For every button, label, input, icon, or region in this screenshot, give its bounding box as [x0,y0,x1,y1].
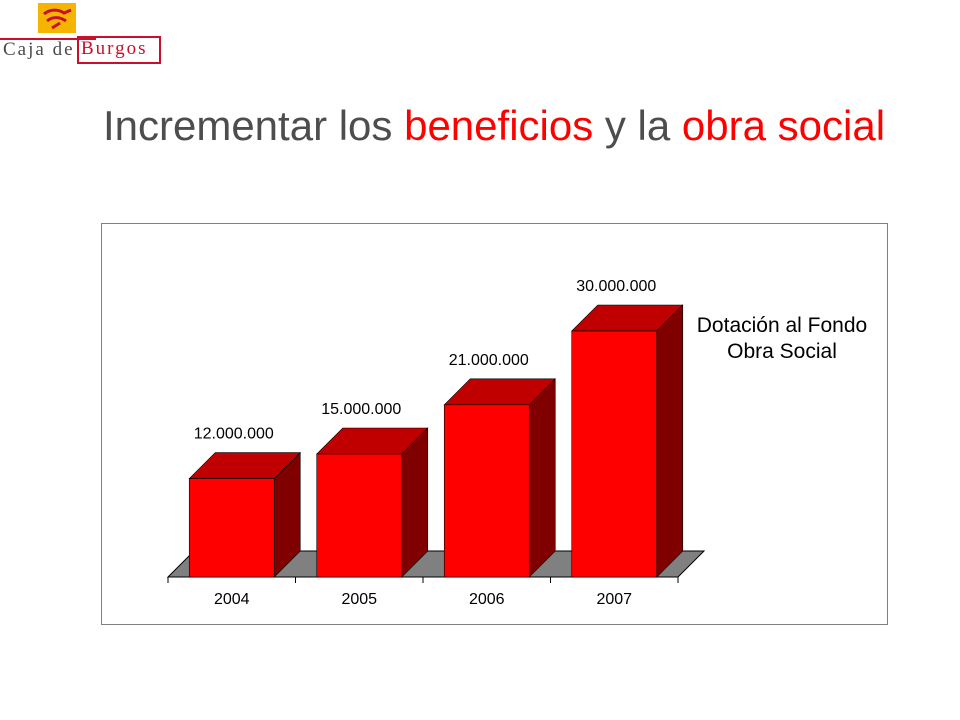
data-label: 30.000.000 [576,278,656,295]
bird-emblem-icon [38,3,76,33]
x-tick-label: 2006 [469,591,505,608]
title-highlight-obra-social: obra social [681,102,886,149]
x-tick-label: 2005 [341,591,377,608]
legend-label-line-2: Obra Social [727,340,837,363]
bar-2005 [316,453,403,578]
title-part-3: y la [593,102,682,149]
bar-side-face [656,304,684,578]
x-tick-label: 2007 [596,591,632,608]
legend-label-line-1: Dotación al Fondo [696,314,868,337]
bar-2006 [443,404,530,578]
data-label: 21.000.000 [449,352,529,369]
chart-legend: Dotación al Fondo Obra Social [682,313,882,365]
logo-text-burgos: Burgos [81,38,148,59]
data-label: 12.000.000 [194,426,274,443]
bar-2007 [571,330,658,578]
bar-side-face [528,378,556,578]
title-highlight-beneficios: beneficios [404,102,594,149]
logo-text-caja-de: Caja de [3,39,75,60]
x-tick-label: 2004 [214,591,250,608]
logo-rule [0,38,96,40]
caja-de-burgos-logo: Caja de Burgos [0,0,175,70]
bar-2004 [188,478,275,578]
data-label: 15.000.000 [321,401,401,418]
logo-frame [77,36,161,64]
title-part-1: Incrementar los [102,102,405,149]
slide-title: Incrementar los beneficios y la obra soc… [0,102,960,150]
